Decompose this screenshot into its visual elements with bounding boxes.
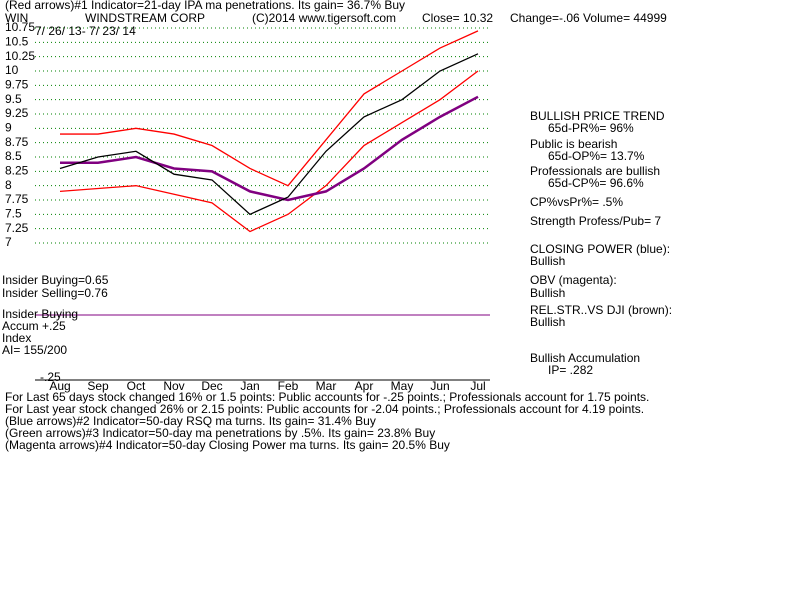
summary-line: 65d-CP%= 96.6%: [548, 176, 644, 190]
x-tick-label: Jan: [240, 379, 259, 393]
series-line: [59, 53, 479, 216]
note-line: For Last year stock changed 26% or 2.15 …: [5, 402, 644, 416]
summary-line: CP%vsPr%= .5%: [530, 195, 623, 209]
series-line: [59, 70, 479, 233]
copyright: (C)2014 www.tigersoft.com: [252, 11, 396, 25]
y-tick-label: 8: [5, 178, 12, 192]
y-tick-label: 10.5: [5, 35, 29, 49]
x-tick-label: Sep: [87, 379, 109, 393]
summary-line: Bullish: [530, 286, 565, 300]
y-tick-label: 8.25: [5, 164, 29, 178]
y-tick-label: 9.75: [5, 78, 29, 92]
x-tick-label: Jul: [470, 379, 485, 393]
x-tick-label: Jun: [430, 379, 449, 393]
symbol: WIN: [5, 11, 28, 25]
panel-label: -.25: [40, 370, 61, 384]
panel-label: Insider Selling=0.76: [2, 286, 108, 300]
summary-line: OBV (magenta):: [530, 273, 617, 287]
summary-line: Bullish Accumulation: [530, 351, 640, 365]
panel-label: Insider Buying=0.65: [2, 273, 109, 287]
x-tick-label: Feb: [278, 379, 299, 393]
y-tick-label: 7.75: [5, 192, 29, 206]
y-tick-label: 9.25: [5, 106, 29, 120]
summary-line: Bullish: [530, 315, 565, 329]
x-tick-label: Mar: [316, 379, 337, 393]
panel-label: AI= 155/200: [2, 343, 67, 357]
y-tick-label: 7.5: [5, 207, 22, 221]
panel-label: Insider Buying: [2, 307, 78, 321]
x-tick-label: Nov: [163, 379, 184, 393]
y-tick-label: 9.5: [5, 92, 22, 106]
close: Close= 10.32: [422, 11, 493, 25]
y-tick-label: 7.25: [5, 221, 29, 235]
x-tick-label: Oct: [127, 379, 146, 393]
summary-line: REL.STR..VS DJI (brown):: [530, 303, 672, 317]
summary-line: 65d-OP%= 13.7%: [548, 149, 645, 163]
y-tick-label: 9: [5, 121, 12, 135]
series-line: [60, 30, 479, 187]
panel-label: Index: [2, 331, 31, 345]
y-tick-label: 10: [5, 63, 19, 77]
note-line: (Magenta arrows)#4 Indicator=50-day Clos…: [5, 438, 450, 452]
y-tick-label: 7: [5, 235, 12, 249]
y-tick-label: 10.25: [5, 49, 35, 63]
summary-line: CLOSING POWER (blue):: [530, 242, 670, 256]
y-tick-label: 8.75: [5, 135, 29, 149]
dates: 7/ 26/ 13- 7/ 23/ 14: [35, 24, 136, 38]
summary-line: Public is bearish: [530, 137, 617, 151]
panel-label: Accum +.25: [2, 319, 66, 333]
company: WINDSTREAM CORP: [85, 11, 205, 25]
y-tick-label: 10.75: [5, 20, 35, 34]
note-line: For Last 65 days stock changed 16% or 1.…: [5, 390, 649, 404]
y-tick-label: 8.5: [5, 149, 22, 163]
summary-line: 65d-PR%= 96%: [548, 121, 634, 135]
summary-line: BULLISH PRICE TREND: [530, 109, 665, 123]
summary-line: IP= .282: [548, 363, 593, 377]
summary-line: Bullish: [530, 254, 565, 268]
note-line: (Green arrows)#3 Indicator=50-day ma pen…: [5, 426, 435, 440]
series-line: [60, 95, 479, 202]
summary-line: Professionals are bullish: [530, 164, 660, 178]
indicator: (Red arrows)#1 Indicator=21-day IPA ma p…: [5, 0, 405, 12]
note-line: (Blue arrows)#2 Indicator=50-day RSQ ma …: [5, 414, 376, 428]
x-tick-label: May: [391, 379, 414, 393]
summary-line: Strength Profess/Pub= 7: [530, 214, 661, 228]
x-tick-label: Apr: [355, 379, 374, 393]
x-tick-label: Aug: [49, 379, 70, 393]
change: Change=-.06 Volume= 44999: [510, 11, 667, 25]
x-tick-label: Dec: [201, 379, 222, 393]
